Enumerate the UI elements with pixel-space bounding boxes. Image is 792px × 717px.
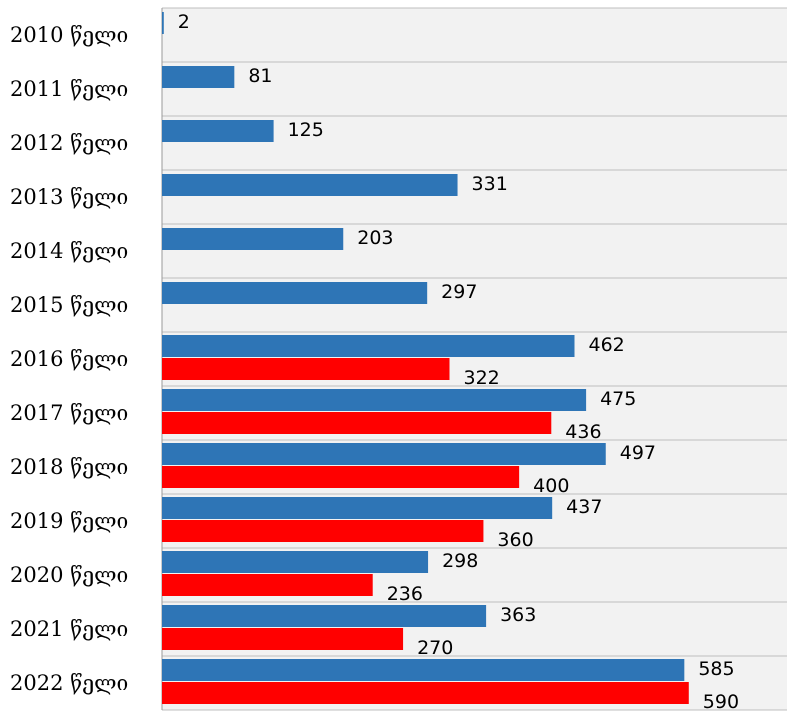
- category-label: 2018 წელი: [10, 455, 128, 479]
- category-label: 2010 წელი: [10, 23, 128, 47]
- bar-series-1: [162, 659, 685, 681]
- category-label: 2012 წელი: [10, 131, 128, 155]
- category-label: 2022 წელი: [10, 671, 128, 695]
- bar-series-1: [162, 174, 458, 196]
- bar-series-2: [162, 520, 484, 542]
- bar-series-1: [162, 551, 429, 573]
- bar-series-1: [162, 605, 487, 627]
- category-label: 2014 წელი: [10, 239, 128, 263]
- category-label: 2017 წელი: [10, 401, 128, 425]
- category-label: 2011 წელი: [10, 77, 128, 101]
- category-label: 2020 წელი: [10, 563, 128, 587]
- bar-series-1: [162, 389, 587, 411]
- data-label: 81: [248, 65, 272, 87]
- bar-series-1: [162, 66, 235, 88]
- data-label: 436: [565, 421, 601, 443]
- category-label: 2013 წელი: [10, 185, 128, 209]
- data-label: 297: [441, 281, 477, 303]
- data-label: 331: [472, 173, 508, 195]
- data-label: 322: [464, 367, 500, 389]
- bar-series-1: [162, 443, 606, 465]
- data-label: 497: [620, 442, 656, 464]
- bar-series-2: [162, 466, 520, 488]
- category-labels: 2010 წელი 2011 წელი 2012 წელი 2013 წელი 2014…: [10, 23, 128, 695]
- data-label: 590: [703, 691, 739, 713]
- bar-series-2: [162, 682, 689, 704]
- bar-series-1: [162, 228, 344, 250]
- data-label: 203: [357, 227, 393, 249]
- bar-series-2: [162, 574, 373, 596]
- data-label: 125: [288, 119, 324, 141]
- bar-series-1: [162, 282, 428, 304]
- bar-series-1: [162, 335, 575, 357]
- gridlines: [162, 7, 787, 711]
- bar-series-1: [162, 497, 553, 519]
- bars: [162, 12, 689, 704]
- data-label: 585: [698, 658, 734, 680]
- bar-series-1: [162, 12, 164, 34]
- bar-series-2: [162, 628, 404, 650]
- bar-series-2: [162, 358, 450, 380]
- bar-series-1: [162, 120, 274, 142]
- data-label: 437: [566, 496, 602, 518]
- data-label: 2: [178, 11, 190, 33]
- category-label: 2016 წელი: [10, 347, 128, 371]
- data-label: 236: [387, 583, 423, 605]
- category-label: 2015 წელი: [10, 293, 128, 317]
- data-label: 475: [600, 388, 636, 410]
- category-label: 2021 წელი: [10, 617, 128, 641]
- bar-series-2: [162, 412, 552, 434]
- data-label: 360: [497, 529, 533, 551]
- data-label: 270: [417, 637, 453, 659]
- data-label: 462: [589, 334, 625, 356]
- data-label: 298: [442, 550, 478, 572]
- data-label: 400: [533, 475, 569, 497]
- data-label: 363: [500, 604, 536, 626]
- category-label: 2019 წელი: [10, 509, 128, 533]
